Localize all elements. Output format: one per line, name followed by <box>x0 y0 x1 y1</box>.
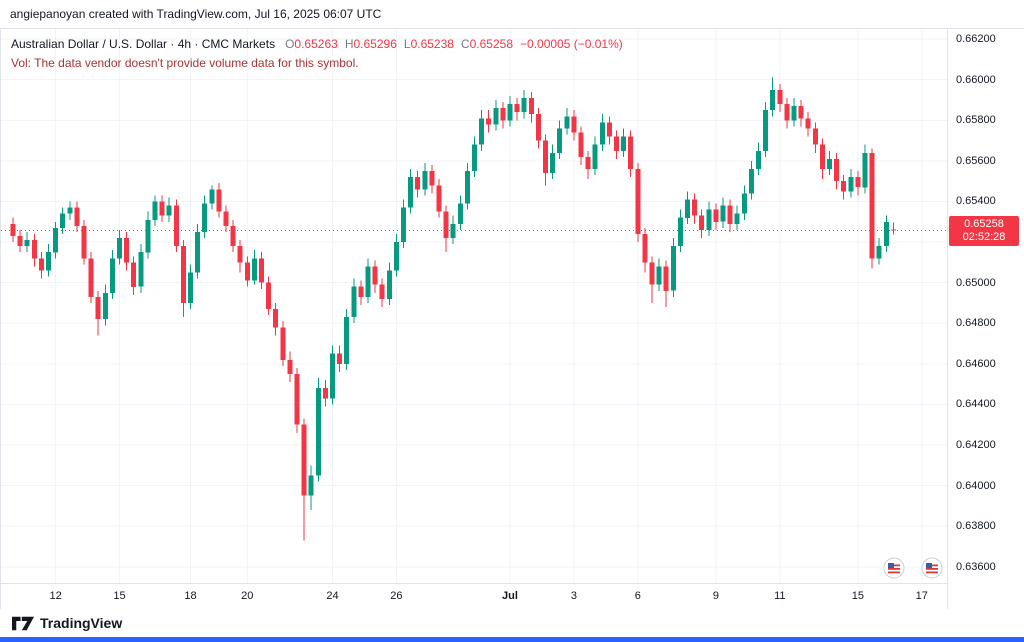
price-axis-label: 0.65600 <box>956 154 996 167</box>
price-axis-label: 0.65000 <box>956 276 996 289</box>
bottom-accent-bar <box>0 637 1024 642</box>
time-axis-label: 6 <box>634 590 641 602</box>
price-axis-label: 0.65800 <box>956 114 996 127</box>
time-axis-label: 12 <box>49 590 62 602</box>
last-price: 0.65258 <box>964 218 1004 231</box>
ohlc-values: O0.65263 H0.65296 L0.65238 C0.65258 −0.0… <box>285 37 623 51</box>
ohlc-open: O0.65263 <box>285 37 338 51</box>
tradingview-logo-text[interactable]: TradingView <box>40 615 123 631</box>
price-axis-label: 0.65400 <box>956 195 996 208</box>
time-axis-label: 18 <box>184 590 197 602</box>
tradingview-logo-icon[interactable] <box>12 616 34 631</box>
attribution-bar: angiepanoyan created with TradingView.co… <box>0 0 1024 28</box>
price-axis-label: 0.64000 <box>956 479 996 492</box>
chart-region: Australian Dollar / U.S. Dollar · 4h · C… <box>0 28 1024 609</box>
price-axis-label: 0.64800 <box>956 317 996 330</box>
us-flag-event-icon[interactable] <box>883 557 905 579</box>
price-axis-label: 0.66200 <box>956 33 996 46</box>
price-axis-label: 0.63800 <box>956 520 996 533</box>
time-axis-label: 11 <box>774 590 786 602</box>
countdown: 02:52:28 <box>962 231 1006 244</box>
price-axis[interactable]: 0.66200 0.66000 0.65800 0.65600 0.65400 0.652… <box>947 29 1024 609</box>
attribution-text: angiepanoyan created with TradingView.co… <box>10 7 382 21</box>
price-axis-label: 0.63600 <box>956 560 996 573</box>
price-axis-label: 0.64400 <box>956 398 996 411</box>
footer: TradingView <box>0 609 1024 637</box>
time-axis-label: 26 <box>390 590 403 602</box>
time-axis-label: 24 <box>326 590 339 602</box>
time-axis-label: 20 <box>241 590 254 602</box>
last-price-badge: 0.65258 02:52:28 <box>949 216 1019 247</box>
us-flag-event-icon[interactable] <box>921 557 943 579</box>
price-axis-label: 0.64600 <box>956 357 996 370</box>
volume-message: Vol: The data vendor doesn't provide vol… <box>11 56 359 70</box>
time-axis-label: Jul <box>502 590 518 602</box>
price-axis-label: 0.66000 <box>956 73 996 86</box>
time-axis[interactable]: 12 15 18 20 24 26 Jul 3 6 9 11 15 17 <box>1 583 947 609</box>
ohlc-close: C0.65258 <box>460 37 514 51</box>
time-axis-label: 9 <box>712 590 719 602</box>
chart-legend: Australian Dollar / U.S. Dollar · 4h · C… <box>11 37 623 70</box>
symbol-title[interactable]: Australian Dollar / U.S. Dollar · 4h · C… <box>11 37 276 51</box>
ohlc-high: H0.65296 <box>344 37 397 51</box>
time-axis-label: 17 <box>915 590 928 602</box>
time-axis-label: 15 <box>113 590 126 602</box>
time-axis-label: 3 <box>570 590 577 602</box>
time-axis-label: 15 <box>851 590 865 602</box>
ohlc-low: L0.65238 <box>403 37 454 51</box>
change-value: −0.00005 (−0.01%) <box>520 37 623 51</box>
price-axis-label: 0.64200 <box>956 439 996 451</box>
candlestick-plot[interactable] <box>1 29 947 583</box>
